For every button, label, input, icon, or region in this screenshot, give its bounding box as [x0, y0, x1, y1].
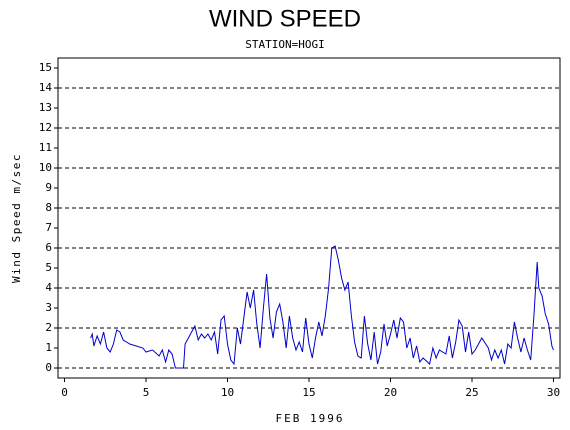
x-tick-label: 0 — [61, 386, 68, 399]
x-tick-label: 5 — [143, 386, 150, 399]
y-tick-label: 0 — [45, 361, 52, 374]
y-tick-label: 6 — [45, 241, 52, 254]
chart-subtitle: STATION=HOGI — [245, 38, 324, 51]
y-tick-label: 1 — [45, 341, 52, 354]
data-line — [90, 245, 554, 369]
y-tick-label: 8 — [45, 201, 52, 214]
y-tick-label: 13 — [39, 101, 52, 114]
x-tick-label: 20 — [384, 386, 397, 399]
x-tick-label: 25 — [465, 386, 478, 399]
x-tick-label: 10 — [221, 386, 234, 399]
y-tick-label: 12 — [39, 121, 52, 134]
y-tick-label: 15 — [39, 61, 52, 74]
y-tick-label: 3 — [45, 301, 52, 314]
y-tick-label: 4 — [45, 281, 52, 294]
chart-title: WIND SPEED — [209, 5, 361, 32]
y-tick-label: 9 — [45, 181, 52, 194]
y-tick-label: 10 — [39, 161, 52, 174]
y-axis-label: Wind Speed m/sec — [10, 153, 23, 283]
y-tick-label: 7 — [45, 221, 52, 234]
y-tick-label: 5 — [45, 261, 52, 274]
y-tick-label: 11 — [39, 141, 52, 154]
plot-frame — [57, 57, 561, 379]
x-axis-label: FEB 1996 — [276, 412, 345, 425]
x-tick-label: 15 — [302, 386, 315, 399]
x-tick-label: 30 — [547, 386, 560, 399]
y-tick-label: 14 — [39, 81, 53, 94]
y-tick-label: 2 — [45, 321, 52, 334]
